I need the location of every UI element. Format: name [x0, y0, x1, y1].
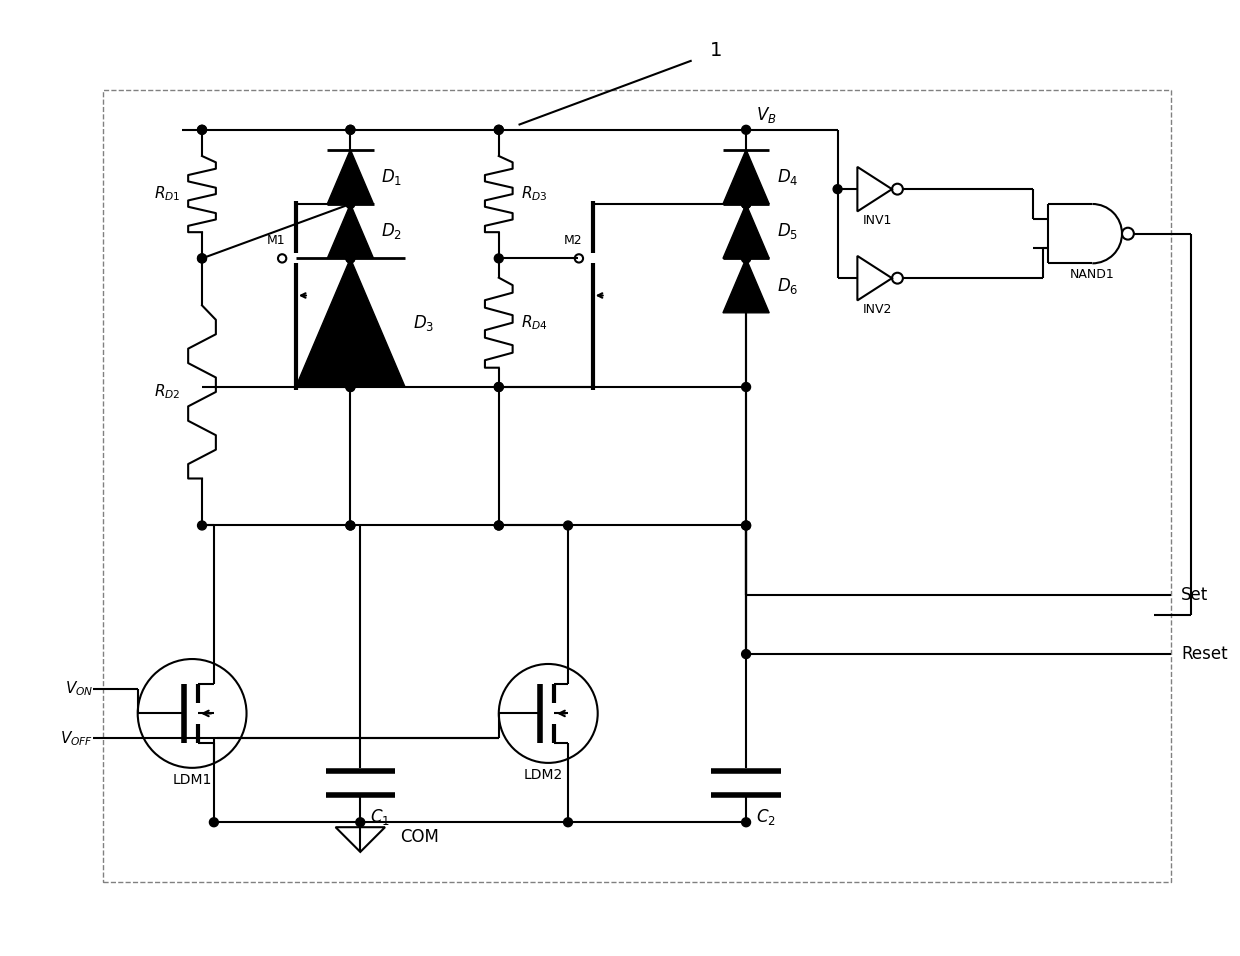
Polygon shape	[723, 204, 769, 258]
Circle shape	[197, 254, 207, 263]
Text: $C_1$: $C_1$	[371, 808, 391, 827]
Circle shape	[742, 254, 750, 263]
Circle shape	[742, 817, 750, 827]
Text: $D_5$: $D_5$	[777, 221, 799, 241]
Circle shape	[742, 125, 750, 134]
Text: $R_{D2}$: $R_{D2}$	[154, 382, 180, 402]
Text: $D_6$: $D_6$	[777, 275, 799, 295]
Circle shape	[346, 254, 355, 263]
Text: $V_B$: $V_B$	[756, 105, 776, 125]
Text: $R_{D3}$: $R_{D3}$	[521, 185, 547, 204]
Circle shape	[346, 382, 355, 391]
Circle shape	[495, 125, 503, 134]
Circle shape	[495, 254, 503, 263]
Circle shape	[742, 521, 750, 530]
Text: $D_2$: $D_2$	[382, 221, 403, 241]
Text: INV1: INV1	[863, 214, 893, 228]
Circle shape	[197, 125, 207, 134]
Circle shape	[346, 521, 355, 530]
Circle shape	[742, 200, 750, 208]
Text: $D_3$: $D_3$	[413, 313, 434, 333]
Circle shape	[346, 200, 355, 208]
Text: Set: Set	[1182, 586, 1209, 604]
Circle shape	[563, 817, 573, 827]
Circle shape	[210, 817, 218, 827]
Text: $V_{OFF}$: $V_{OFF}$	[60, 728, 93, 748]
Circle shape	[833, 185, 842, 194]
Polygon shape	[327, 204, 373, 258]
Circle shape	[495, 521, 503, 530]
Text: $D_1$: $D_1$	[382, 166, 403, 186]
Circle shape	[495, 382, 503, 391]
Circle shape	[197, 125, 207, 134]
Text: LDM1: LDM1	[172, 772, 212, 787]
Polygon shape	[296, 258, 405, 387]
Circle shape	[197, 521, 207, 530]
Text: LDM2: LDM2	[523, 768, 563, 782]
Text: INV2: INV2	[863, 303, 893, 316]
Circle shape	[742, 382, 750, 391]
Circle shape	[346, 382, 355, 391]
Circle shape	[495, 125, 503, 134]
Text: $V_{ON}$: $V_{ON}$	[64, 680, 93, 698]
Text: COM: COM	[399, 828, 439, 846]
Circle shape	[346, 125, 355, 134]
Circle shape	[197, 254, 207, 263]
Text: Reset: Reset	[1182, 645, 1228, 663]
Circle shape	[742, 200, 750, 208]
Text: M1: M1	[267, 233, 285, 247]
Circle shape	[346, 125, 355, 134]
Circle shape	[495, 521, 503, 530]
Circle shape	[742, 254, 750, 263]
Polygon shape	[327, 149, 373, 204]
Text: $D_4$: $D_4$	[777, 166, 799, 186]
Polygon shape	[723, 149, 769, 204]
Circle shape	[563, 521, 573, 530]
Circle shape	[742, 200, 750, 208]
Text: $C_2$: $C_2$	[756, 808, 776, 827]
Circle shape	[356, 817, 365, 827]
Circle shape	[742, 521, 750, 530]
Circle shape	[346, 254, 355, 263]
Text: 1: 1	[711, 41, 723, 60]
Polygon shape	[723, 258, 769, 313]
Circle shape	[495, 382, 503, 391]
Circle shape	[346, 521, 355, 530]
Text: $R_{D1}$: $R_{D1}$	[154, 185, 180, 204]
Text: M2: M2	[564, 233, 583, 247]
Circle shape	[742, 650, 750, 659]
Text: NAND1: NAND1	[1070, 269, 1115, 281]
Text: $R_{D4}$: $R_{D4}$	[521, 314, 548, 332]
